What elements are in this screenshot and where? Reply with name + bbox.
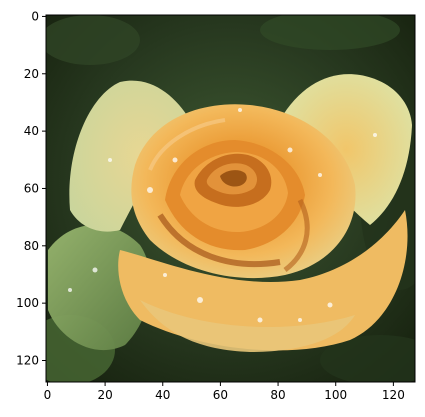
x-tick-label: 60 [213, 388, 228, 402]
x-tick-label: 40 [155, 388, 170, 402]
x-tick-label: 120 [382, 388, 405, 402]
rose-image [46, 15, 415, 382]
y-tick-label: 120 [16, 353, 39, 367]
x-axis-ticks: 0 20 40 60 80 100 120 [44, 382, 405, 402]
x-tick-label: 20 [97, 388, 112, 402]
x-tick-label: 0 [44, 388, 52, 402]
y-tick-label: 80 [24, 239, 39, 253]
axes-frame [45, 14, 416, 383]
y-tick-label: 100 [16, 296, 39, 310]
y-tick-label: 40 [24, 124, 39, 138]
x-tick-label: 80 [270, 388, 285, 402]
y-tick-label: 0 [31, 9, 39, 23]
y-tick-label: 20 [24, 67, 39, 81]
y-tick-label: 60 [24, 181, 39, 195]
x-tick-label: 100 [324, 388, 347, 402]
y-axis-ticks: 0 20 40 60 80 100 120 [16, 9, 46, 367]
